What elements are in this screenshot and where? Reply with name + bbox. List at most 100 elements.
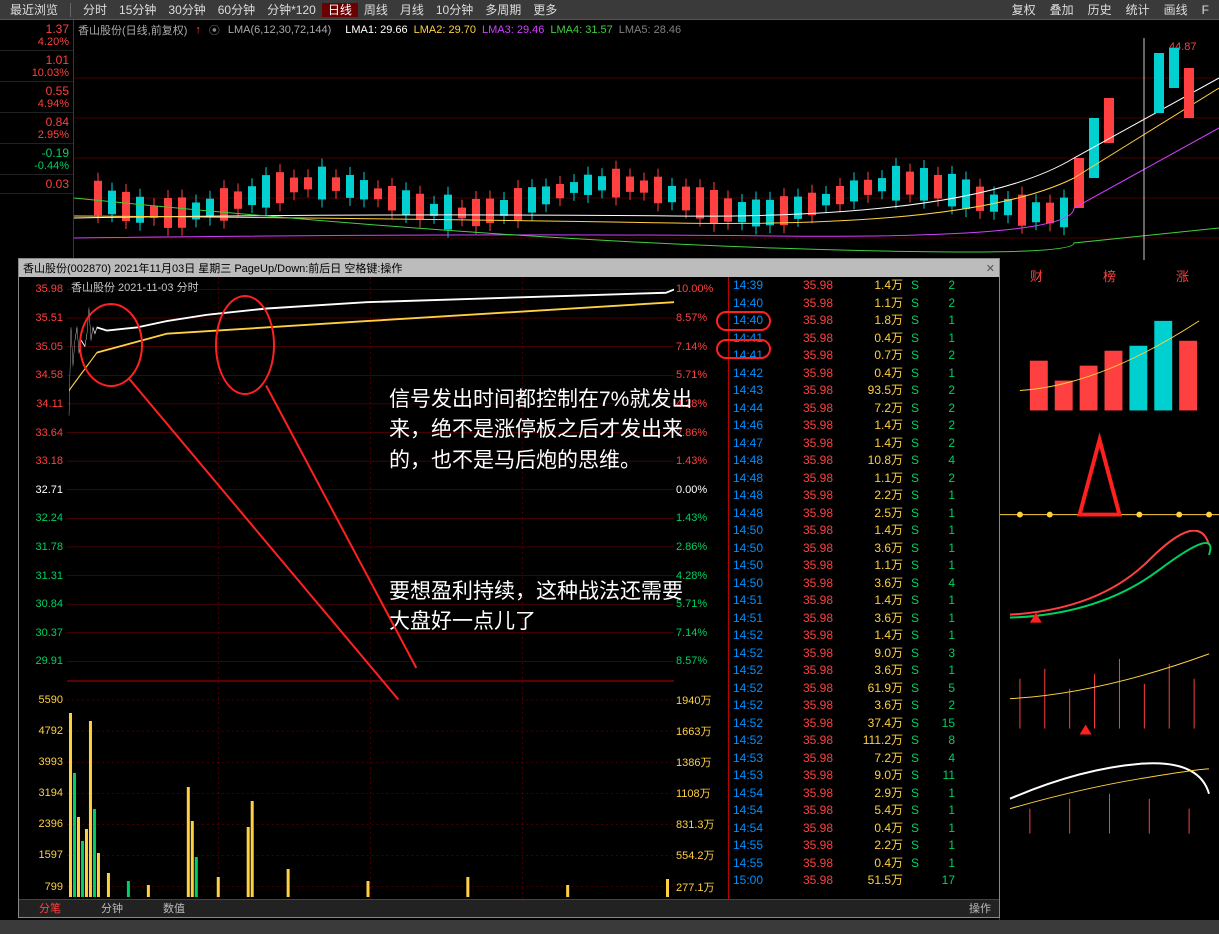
y-left-label: 32.71 xyxy=(35,484,63,496)
timeframe-8[interactable]: 10分钟 xyxy=(430,3,479,17)
toolbar-btn[interactable]: 复权 xyxy=(1006,1,1042,19)
trade-row[interactable]: 14:5135.983.6万S1 xyxy=(729,610,999,628)
popup-bottom-tab[interactable]: 分钟 xyxy=(81,903,143,915)
y-right-label: 10.00% xyxy=(676,283,713,295)
timeframe-4[interactable]: 分钟*120 xyxy=(261,3,322,17)
y-right-label: 1108万 xyxy=(676,785,711,801)
trade-row[interactable]: 14:4835.9810.8万S4 xyxy=(729,452,999,470)
trade-row[interactable]: 14:5235.9837.4万S15 xyxy=(729,715,999,733)
timeframe-3[interactable]: 60分钟 xyxy=(212,3,261,17)
status-bar xyxy=(0,920,1219,934)
y-right-label: 7.14% xyxy=(676,341,707,353)
trade-row[interactable]: 14:4835.982.5万S1 xyxy=(729,505,999,523)
right-tab[interactable]: 榜 xyxy=(1103,266,1116,285)
timeframe-5[interactable]: 日线 xyxy=(322,3,358,17)
y-right-label: 554.2万 xyxy=(676,847,715,863)
trade-row[interactable]: 14:5035.981.1万S1 xyxy=(729,557,999,575)
trade-row[interactable]: 14:5135.981.4万S1 xyxy=(729,592,999,610)
y-left-label: 31.31 xyxy=(35,570,63,582)
trade-row[interactable]: 14:3935.981.4万S2 xyxy=(729,277,999,295)
timeframe-9[interactable]: 多周期 xyxy=(479,3,527,17)
trade-row[interactable]: 14:5435.980.4万S1 xyxy=(729,820,999,838)
y-left-label: 2396 xyxy=(39,818,63,830)
mini-chart-1 xyxy=(1000,291,1219,420)
right-tab[interactable]: 财 xyxy=(1030,266,1043,285)
popup-titlebar[interactable]: 香山股份(002870) 2021年11月03日 星期三 PageUp/Down… xyxy=(19,259,999,277)
annotation-circle-2 xyxy=(215,295,275,395)
y-right-label: 0.00% xyxy=(676,484,707,496)
y-right-label: 8.57% xyxy=(676,312,707,324)
y-left-label: 30.84 xyxy=(35,598,63,610)
trade-row[interactable]: 14:5335.987.2万S4 xyxy=(729,750,999,768)
trade-row[interactable]: 14:5535.982.2万S1 xyxy=(729,837,999,855)
timeframe-2[interactable]: 30分钟 xyxy=(162,3,211,17)
mini-chart-3 xyxy=(1000,530,1219,630)
annotation-circle-1 xyxy=(79,303,143,387)
price-cell[interactable]: 0.554.94% xyxy=(0,82,73,113)
y-right-label: 1940万 xyxy=(676,692,711,708)
trade-row[interactable]: 14:5235.983.6万S2 xyxy=(729,697,999,715)
timeframe-6[interactable]: 周线 xyxy=(358,3,394,17)
y-left-label: 32.24 xyxy=(35,512,63,524)
price-cell[interactable]: 1.0110.03% xyxy=(0,51,73,82)
trade-row[interactable]: 14:5235.98111.2万S8 xyxy=(729,732,999,750)
popup-bottom-tab[interactable]: 数值 xyxy=(143,903,205,915)
left-price-panel: 1.374.20%1.0110.03%0.554.94%0.842.95%-0.… xyxy=(0,20,74,260)
right-indicator-panel: 财榜涨 xyxy=(999,260,1219,920)
main-toolbar: 最近浏览 分时15分钟30分钟60分钟分钟*120日线周线月线10分钟多周期更多… xyxy=(0,0,1219,20)
close-icon[interactable]: ✕ xyxy=(986,262,995,275)
trade-row[interactable]: 14:5035.983.6万S4 xyxy=(729,575,999,593)
trade-row[interactable]: 14:5435.982.9万S1 xyxy=(729,785,999,803)
toolbar-btn[interactable]: 画线 xyxy=(1158,1,1194,19)
trade-row[interactable]: 14:5535.980.4万S1 xyxy=(729,855,999,873)
timeframe-0[interactable]: 分时 xyxy=(77,3,113,17)
timeframe-10[interactable]: 更多 xyxy=(527,3,563,17)
toolbar-btn[interactable]: 统计 xyxy=(1120,1,1156,19)
trade-row[interactable]: 14:5235.9861.9万S5 xyxy=(729,680,999,698)
trade-row[interactable]: 14:4835.981.1万S2 xyxy=(729,470,999,488)
toolbar-btn[interactable]: 叠加 xyxy=(1044,1,1080,19)
trade-row[interactable]: 14:4435.987.2万S2 xyxy=(729,400,999,418)
highlight-box-1 xyxy=(716,311,771,331)
intraday-chart[interactable]: 香山股份 2021-11-03 分时 35.9835.5135.0534.583… xyxy=(19,277,729,899)
price-cell[interactable]: 0.842.95% xyxy=(0,113,73,144)
price-cell[interactable]: -0.19-0.44% xyxy=(0,144,73,175)
ma-legend: LMA(6,12,30,72,144) xyxy=(228,24,331,36)
highlight-box-2 xyxy=(716,339,771,359)
trade-row[interactable]: 14:4635.981.4万S2 xyxy=(729,417,999,435)
trade-row[interactable]: 14:5335.989.0万S11 xyxy=(729,767,999,785)
toggle-icon[interactable]: ⦿ xyxy=(209,22,220,38)
y-right-label: 1663万 xyxy=(676,723,711,739)
right-tab[interactable]: 涨 xyxy=(1176,266,1189,285)
trade-row[interactable]: 14:4335.9893.5万S2 xyxy=(729,382,999,400)
y-left-label: 5590 xyxy=(39,694,63,706)
intraday-popup: 香山股份(002870) 2021年11月03日 星期三 PageUp/Down… xyxy=(18,258,1000,918)
trade-row[interactable]: 14:4735.981.4万S2 xyxy=(729,435,999,453)
timeframe-7[interactable]: 月线 xyxy=(394,3,430,17)
trade-row[interactable]: 14:4835.982.2万S1 xyxy=(729,487,999,505)
op-label[interactable]: 操作 xyxy=(961,900,999,917)
price-cell[interactable]: 1.374.20% xyxy=(0,20,73,51)
y-left-label: 35.98 xyxy=(35,283,63,295)
stock-name: 香山股份(日线,前复权) xyxy=(78,22,187,38)
daily-chart[interactable]: 香山股份(日线,前复权) ↑ ⦿ LMA(6,12,30,72,144) LMA… xyxy=(74,20,1219,260)
price-cell[interactable]: 0.03 xyxy=(0,175,73,194)
trade-row[interactable]: 14:5235.981.4万S1 xyxy=(729,627,999,645)
popup-bottom-tab[interactable]: 分笔 xyxy=(19,903,81,915)
trade-row[interactable]: 14:5235.989.0万S3 xyxy=(729,645,999,663)
trade-row[interactable]: 14:4035.981.1万S2 xyxy=(729,295,999,313)
trade-row[interactable]: 14:5435.985.4万S1 xyxy=(729,802,999,820)
trade-row[interactable]: 14:5235.983.6万S1 xyxy=(729,662,999,680)
popup-bottom-tabs: 分笔分钟数值 操作 xyxy=(19,899,999,917)
y-right-label: 831.3万 xyxy=(676,816,715,832)
trade-row[interactable]: 14:5035.983.6万S1 xyxy=(729,540,999,558)
toolbar-btn[interactable]: 历史 xyxy=(1082,1,1118,19)
trade-row[interactable]: 14:4235.980.4万S1 xyxy=(729,365,999,383)
y-left-label: 33.18 xyxy=(35,455,63,467)
trade-tick-list[interactable]: 14:3935.981.4万S214:4035.981.1万S214:4035.… xyxy=(729,277,999,899)
timeframe-1[interactable]: 15分钟 xyxy=(113,3,162,17)
toolbar-btn[interactable]: F xyxy=(1196,1,1215,19)
recent-browse[interactable]: 最近浏览 xyxy=(4,1,64,19)
trade-row[interactable]: 15:0035.9851.5万17 xyxy=(729,872,999,890)
trade-row[interactable]: 14:5035.981.4万S1 xyxy=(729,522,999,540)
